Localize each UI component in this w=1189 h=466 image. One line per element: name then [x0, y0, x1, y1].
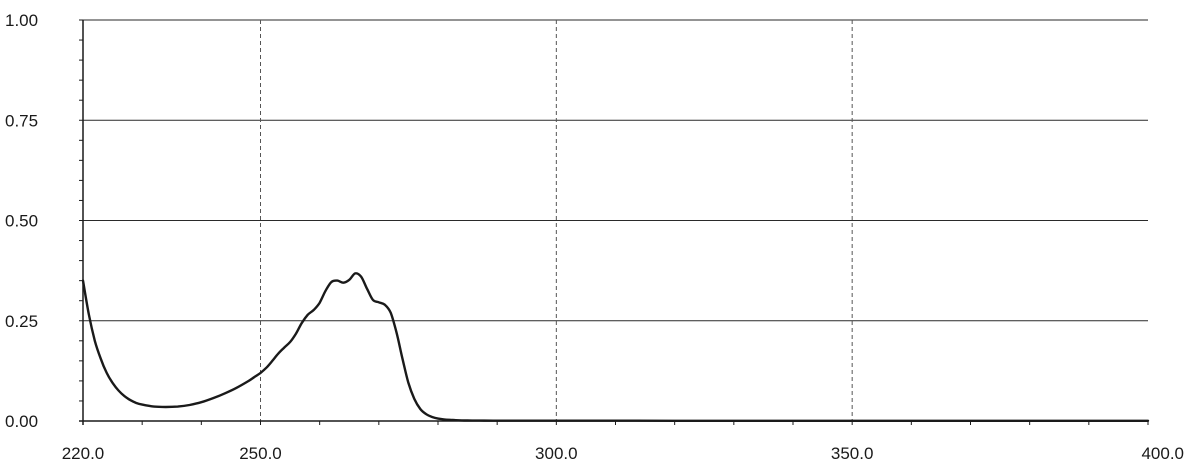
- x-tick-label: 400.0: [1141, 444, 1184, 463]
- series-layer: [81, 272, 1150, 423]
- y-tick-label: 0.75: [5, 111, 38, 130]
- spectrum-line: [81, 272, 1150, 423]
- x-tick-label: 350.0: [831, 444, 874, 463]
- x-tick-label: 250.0: [239, 444, 282, 463]
- y-tick-label: 0.00: [5, 412, 38, 431]
- tick-label-layer: 0.00 0.25 0.50 0.75 1.00 220.0 250.0 300.0 350.0…: [5, 11, 1184, 463]
- y-tick-label: 1.00: [5, 11, 38, 30]
- grid-layer: [83, 19, 1148, 421]
- axis-layer: [79, 19, 1149, 425]
- x-tick-label: 220.0: [62, 444, 105, 463]
- y-tick-label: 0.25: [5, 312, 38, 331]
- y-tick-label: 0.50: [5, 212, 38, 231]
- x-tick-label: 300.0: [535, 444, 578, 463]
